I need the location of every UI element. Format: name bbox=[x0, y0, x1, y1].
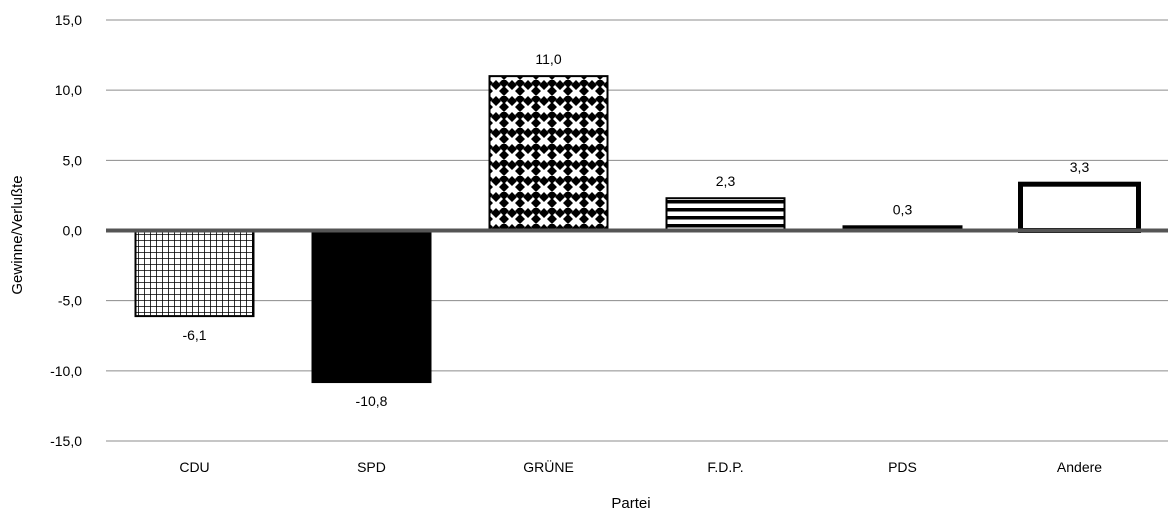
x-tick-label: SPD bbox=[357, 459, 386, 475]
x-tick-label: F.D.P. bbox=[707, 459, 743, 475]
data-label: 11,0 bbox=[535, 51, 561, 67]
bar-spd bbox=[311, 229, 432, 384]
y-tick-label: -15,0 bbox=[50, 433, 82, 449]
bar-gr-ne bbox=[488, 75, 609, 232]
y-tick-label: 5,0 bbox=[63, 152, 83, 168]
y-axis-title: Gewinne/Verlußte bbox=[9, 175, 26, 294]
bar-cdu bbox=[134, 229, 255, 318]
x-tick-label: CDU bbox=[179, 459, 209, 475]
data-label: 0,3 bbox=[893, 201, 913, 217]
zero-axis bbox=[106, 228, 1168, 442]
bars bbox=[134, 75, 1141, 384]
x-axis-title: Partei bbox=[611, 495, 650, 512]
y-tick-label: -10,0 bbox=[50, 363, 82, 379]
data-label: -6,1 bbox=[182, 327, 206, 343]
data-label: 3,3 bbox=[1070, 159, 1090, 175]
x-tick-label: Andere bbox=[1057, 459, 1102, 475]
y-tick-label: 0,0 bbox=[63, 223, 83, 239]
y-tick-label: 15,0 bbox=[55, 12, 82, 28]
y-tick-label: 10,0 bbox=[55, 82, 82, 98]
bar-f-d-p- bbox=[665, 197, 786, 232]
x-tick-label: GRÜNE bbox=[523, 458, 574, 475]
bar-andere bbox=[1018, 181, 1141, 234]
data-label: 2,3 bbox=[716, 173, 736, 189]
y-tick-label: -5,0 bbox=[58, 293, 82, 309]
labels: 15,0 10,0 5,0 0,0 -5,0 -10,0 -15,0 -6,1 CDU -10,8… bbox=[50, 12, 1102, 475]
data-label: -10,8 bbox=[356, 393, 388, 409]
x-tick-label: PDS bbox=[888, 459, 917, 475]
